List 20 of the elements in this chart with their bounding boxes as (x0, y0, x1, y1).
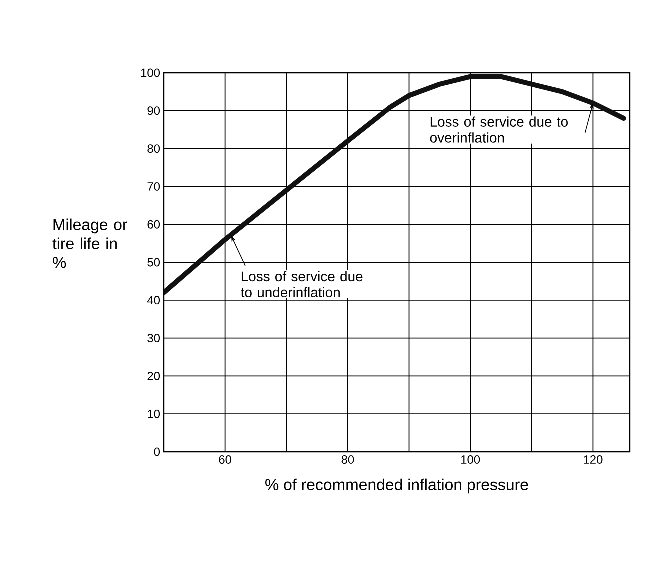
annotation: Loss of service due to underinflation (241, 271, 363, 298)
y-tick-label: 80 (148, 144, 160, 154)
y-tick-label: 100 (141, 68, 160, 78)
y-tick-label: 0 (154, 448, 160, 456)
y-tick-label: 30 (148, 334, 160, 343)
x-axis-title: % of recommended inflation pressure (266, 478, 528, 494)
line-series (164, 74, 626, 296)
y-tick-label: 10 (148, 410, 160, 418)
y-tick-label: 50 (148, 258, 160, 267)
y-tick-label: 70 (148, 182, 160, 191)
y-tick-label: 40 (147, 296, 160, 305)
x-tick-label: 80 (342, 456, 354, 464)
x-tick-label: 60 (219, 456, 232, 464)
x-tick-label: 120 (584, 456, 603, 464)
y-tick-label: 60 (148, 220, 160, 229)
y-tick-label: 20 (148, 372, 160, 380)
annotation: Loss of service due to overinflation (430, 116, 568, 143)
y-tick-label: 90 (148, 106, 160, 116)
y-axis-title: Mileage or tire life in % (52, 218, 128, 268)
x-tick-label: 100 (462, 456, 480, 464)
